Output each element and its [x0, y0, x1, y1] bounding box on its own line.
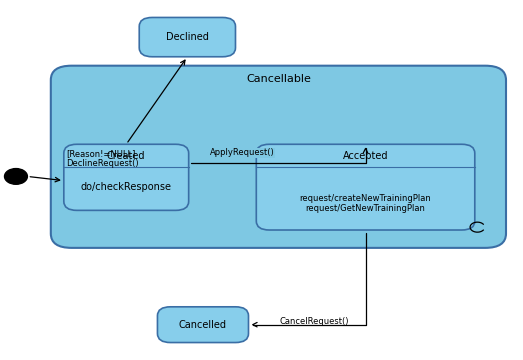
- FancyBboxPatch shape: [256, 144, 475, 230]
- FancyBboxPatch shape: [157, 307, 248, 342]
- Text: CancelRequest(): CancelRequest(): [280, 316, 349, 325]
- Text: do/checkResponse: do/checkResponse: [81, 182, 172, 192]
- FancyBboxPatch shape: [139, 18, 235, 57]
- Circle shape: [5, 168, 27, 184]
- Text: Declined: Declined: [166, 32, 209, 42]
- Text: Cancelled: Cancelled: [179, 320, 227, 330]
- Text: request/createNewTrainingPlan
request/GetNewTrainingPlan: request/createNewTrainingPlan request/Ge…: [300, 194, 431, 213]
- Text: Created: Created: [107, 151, 145, 161]
- Text: [Reason!=NULL]
DeclineRequest(): [Reason!=NULL] DeclineRequest(): [66, 149, 139, 168]
- FancyBboxPatch shape: [64, 144, 189, 210]
- Text: Accepted: Accepted: [343, 151, 388, 161]
- Text: ApplyRequest(): ApplyRequest(): [210, 148, 274, 157]
- Text: Cancellable: Cancellable: [246, 73, 311, 84]
- FancyBboxPatch shape: [51, 66, 506, 248]
